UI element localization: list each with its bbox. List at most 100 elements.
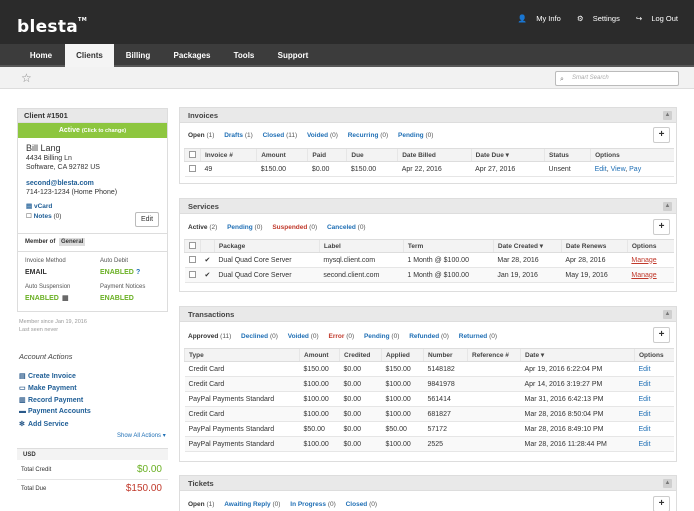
col-date-created[interactable]: Date Created ▾ <box>492 239 562 253</box>
col-status[interactable]: Status <box>544 148 591 162</box>
filter-active[interactable]: Active (2) <box>188 224 218 231</box>
expand-check-icon[interactable]: ✔ <box>200 267 215 283</box>
search-input[interactable]: ⌕ Smart Search <box>555 71 679 86</box>
edit-transaction-link[interactable]: Edit <box>638 425 651 433</box>
total-credit-value: $0.00 <box>136 464 162 475</box>
filter-voided[interactable]: Voided (0) <box>306 132 338 139</box>
filter-declined[interactable]: Declined (0) <box>241 333 278 340</box>
manage-service-link[interactable]: Manage <box>631 271 657 279</box>
calendar-icon[interactable]: ▦ <box>62 295 69 302</box>
add-invoice-button[interactable]: + <box>653 127 670 143</box>
payment-accounts-link[interactable]: ▬ Payment Accounts <box>19 408 91 415</box>
edit-transaction-link[interactable]: Edit <box>638 410 651 418</box>
services-header: Services ▲ <box>180 199 676 214</box>
star-icon[interactable]: ☆ <box>21 71 32 85</box>
filter-error[interactable]: Error (0) <box>328 333 355 340</box>
logout-link[interactable]: ↪ Log Out <box>635 14 678 23</box>
filter-closed[interactable]: Closed (0) <box>345 501 378 508</box>
collapse-icon[interactable]: ▲ <box>663 479 672 488</box>
my-info-link[interactable]: 👤 My Info <box>517 14 561 23</box>
add-service-button[interactable]: + <box>653 219 670 235</box>
vcard-link[interactable]: ▤ vCard <box>26 203 53 210</box>
table-row: ✔ Dual Quad Core Server mysql.client.com… <box>184 252 674 268</box>
tab-tools[interactable]: Tools <box>233 51 255 60</box>
blesta-logo[interactable]: blestaTM <box>17 17 88 37</box>
add-transaction-button[interactable]: + <box>653 327 670 343</box>
collapse-icon[interactable]: ▲ <box>663 310 672 319</box>
col-due[interactable]: Due <box>346 148 398 162</box>
filter-voided[interactable]: Voided (0) <box>287 333 319 340</box>
tab-home[interactable]: Home <box>29 51 53 60</box>
add-ticket-button[interactable]: + <box>653 496 670 511</box>
create-invoice-link[interactable]: ▤ Create Invoice <box>19 373 76 380</box>
account-actions-title: Account Actions <box>19 352 73 361</box>
row-checkbox[interactable] <box>188 165 196 173</box>
col-label[interactable]: Label <box>318 239 404 253</box>
table-row: PayPal Payments Standard $50.00 $0.00 $50.0… <box>184 421 674 437</box>
tab-billing[interactable]: Billing <box>125 51 151 60</box>
filter-open[interactable]: Open (1) <box>188 132 215 139</box>
edit-invoice-link[interactable]: Edit <box>594 165 607 173</box>
edit-transaction-link[interactable]: Edit <box>638 380 651 388</box>
view-invoice-link[interactable]: View <box>610 165 626 173</box>
col-type[interactable]: Type <box>184 348 300 362</box>
notes-icon: ☐ <box>26 213 34 220</box>
col-paid[interactable]: Paid <box>307 148 347 162</box>
settings-link[interactable]: ⚙ Settings <box>576 14 620 23</box>
select-all-checkbox[interactable] <box>189 151 196 159</box>
edit-client-button[interactable]: Edit <box>135 212 159 227</box>
filter-canceled[interactable]: Canceled (0) <box>326 224 366 231</box>
col-date-billed[interactable]: Date Billed <box>397 148 472 162</box>
col-invoice-number[interactable]: Invoice # <box>199 148 257 162</box>
tab-packages[interactable]: Packages <box>173 51 211 60</box>
make-payment-link[interactable]: ▭ Make Payment <box>19 385 77 392</box>
col-date-renews[interactable]: Date Renews <box>560 239 628 253</box>
edit-transaction-link[interactable]: Edit <box>638 365 651 373</box>
filter-open[interactable]: Open (1) <box>188 501 215 508</box>
tab-clients[interactable]: Clients <box>65 44 114 67</box>
col-amount[interactable]: Amount <box>299 348 340 362</box>
filter-returned[interactable]: Returned (0) <box>458 333 498 340</box>
col-number[interactable]: Number <box>423 348 468 362</box>
client-status-button[interactable]: Active (Click to change) <box>18 123 167 138</box>
pay-invoice-link[interactable]: Pay <box>629 165 642 173</box>
record-payment-link[interactable]: ▥ Record Payment <box>19 397 84 404</box>
filter-refunded[interactable]: Refunded (0) <box>409 333 449 340</box>
filter-closed[interactable]: Closed (11) <box>262 132 298 139</box>
col-credited[interactable]: Credited <box>339 348 382 362</box>
notes-link[interactable]: ☐ Notes (0) <box>26 213 62 220</box>
row-checkbox[interactable] <box>188 256 196 264</box>
collapse-icon[interactable]: ▲ <box>663 111 672 120</box>
help-icon[interactable]: ? <box>136 269 141 276</box>
show-all-actions-link[interactable]: Show All Actions ▾ <box>117 433 166 439</box>
table-row: PayPal Payments Standard $100.00 $0.00 $100… <box>184 436 674 452</box>
table-row: Credit Card $100.00 $0.00 $100.00 9841978 Apr… <box>184 376 674 392</box>
row-checkbox[interactable] <box>188 271 196 279</box>
select-all-checkbox[interactable] <box>189 242 196 250</box>
collapse-icon[interactable]: ▲ <box>663 202 672 211</box>
manage-service-link[interactable]: Manage <box>631 256 657 264</box>
filter-suspended[interactable]: Suspended (0) <box>272 224 318 231</box>
filter-drafts[interactable]: Drafts (1) <box>224 132 253 139</box>
filter-pending[interactable]: Pending (0) <box>227 224 263 231</box>
col-date[interactable]: Date ▾ <box>520 348 635 362</box>
add-service-link[interactable]: ✻ Add Service <box>19 421 69 428</box>
top-links: 👤 My Info ⚙ Settings ↪ Log Out <box>504 14 678 23</box>
col-reference[interactable]: Reference # <box>467 348 521 362</box>
filter-pending[interactable]: Pending (0) <box>398 132 434 139</box>
col-package[interactable]: Package <box>213 239 320 253</box>
filter-awaiting-reply[interactable]: Awaiting Reply (0) <box>224 501 281 508</box>
filter-recurring[interactable]: Recurring (0) <box>347 132 389 139</box>
filter-in-progress[interactable]: In Progress (0) <box>290 501 336 508</box>
edit-transaction-link[interactable]: Edit <box>638 395 651 403</box>
expand-check-icon[interactable]: ✔ <box>200 252 215 268</box>
filter-pending[interactable]: Pending (0) <box>363 333 400 340</box>
filter-approved[interactable]: Approved (11) <box>188 333 232 340</box>
col-date-due[interactable]: Date Due ▾ <box>470 148 545 162</box>
col-applied[interactable]: Applied <box>381 348 424 362</box>
client-email[interactable]: second@blesta.com <box>26 180 94 187</box>
col-term[interactable]: Term <box>402 239 494 253</box>
tab-support[interactable]: Support <box>277 51 309 60</box>
col-amount[interactable]: Amount <box>256 148 308 162</box>
edit-transaction-link[interactable]: Edit <box>638 440 651 448</box>
